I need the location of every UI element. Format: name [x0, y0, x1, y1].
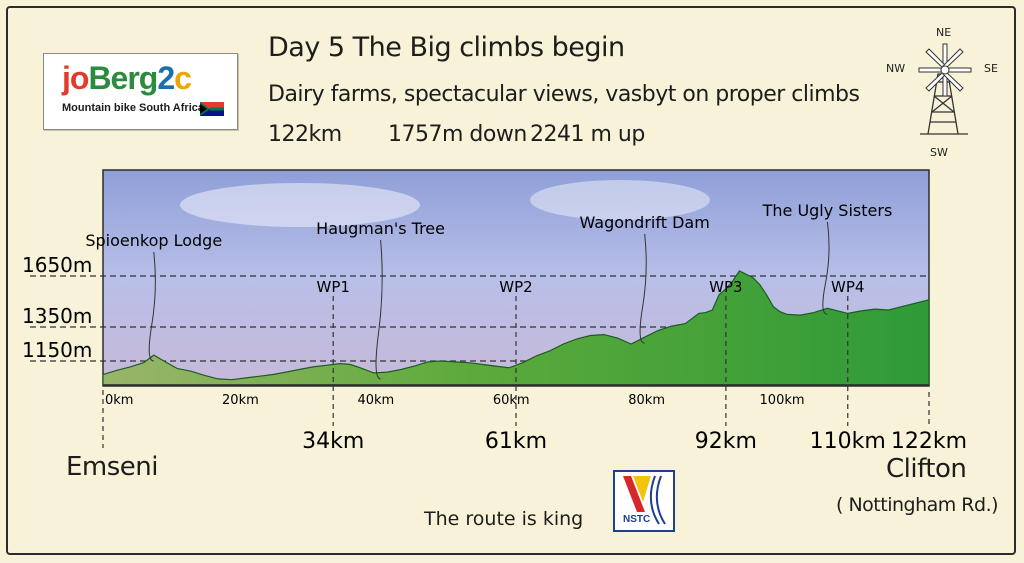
end-location: Clifton — [886, 454, 967, 484]
start-location: Emseni — [66, 452, 159, 482]
landmark-label: Spioenkop Lodge — [85, 231, 222, 250]
compass-se: SE — [984, 62, 998, 75]
waypoint-label: WP2 — [499, 278, 532, 296]
x-tick-label: 0km — [105, 393, 133, 408]
waypoint-km-label: 92km — [695, 429, 757, 454]
ascent-stat: 2241 m up — [530, 122, 645, 147]
page-subtitle: Dairy farms, spectacular views, vasbyt o… — [268, 82, 860, 107]
nstc-badge: NSTC — [613, 470, 675, 532]
cloud — [530, 180, 710, 220]
waypoint-km-label: 122km — [891, 429, 967, 454]
distance-stat: 122km — [268, 122, 342, 147]
landmark-label: The Ugly Sisters — [762, 201, 893, 220]
waypoint-label: WP1 — [316, 278, 349, 296]
tagline: The route is king — [424, 508, 584, 530]
waypoint-label: WP3 — [709, 278, 742, 296]
landmark-pointer — [375, 239, 383, 380]
descent-stat: 1757m down — [388, 122, 527, 147]
logo-subtitle: Mountain bike South Africa — [62, 102, 204, 114]
y-tick-label: 1150m — [22, 338, 92, 362]
waypoint-km-label: 110km — [810, 429, 886, 454]
landmark-pointer — [639, 233, 647, 344]
joberg2c-logo: joBerg2c Mountain bike South Africa — [43, 53, 238, 130]
cloud — [180, 183, 420, 227]
elevation-profile — [102, 270, 930, 386]
windmill-compass: NE NW SE SW — [880, 22, 1010, 162]
nstc-logo-icon: NSTC — [623, 475, 666, 525]
x-tick-label: 20km — [222, 393, 259, 408]
landmark-pointer — [148, 251, 156, 362]
x-tick-label: 100km — [760, 393, 805, 408]
x-tick-label: 40km — [357, 393, 394, 408]
waypoint-km-label: 61km — [485, 429, 547, 454]
page-border — [6, 6, 1016, 555]
south-africa-flag-icon — [200, 102, 224, 116]
landmark-label: Wagondrift Dam — [579, 213, 709, 232]
compass-ne: NE — [936, 26, 952, 39]
end-location-detail: ( Nottingham Rd.) — [836, 494, 999, 516]
waypoint-km-label: 34km — [302, 429, 364, 454]
logo-wordmark: joBerg2c — [62, 60, 192, 96]
compass-nw: NW — [886, 62, 906, 75]
x-tick-label: 60km — [493, 393, 530, 408]
x-tick-label: 80km — [628, 393, 665, 408]
y-tick-label: 1350m — [22, 304, 92, 328]
landmark-pointer — [822, 221, 830, 315]
windmill-icon — [918, 43, 972, 135]
compass-sw: SW — [930, 146, 948, 159]
y-tick-label: 1650m — [22, 253, 92, 277]
svg-text:NSTC: NSTC — [623, 514, 650, 525]
landmark-label: Haugman's Tree — [316, 219, 445, 238]
waypoint-label: WP4 — [831, 278, 864, 296]
page-title: Day 5 The Big climbs begin — [268, 32, 625, 63]
